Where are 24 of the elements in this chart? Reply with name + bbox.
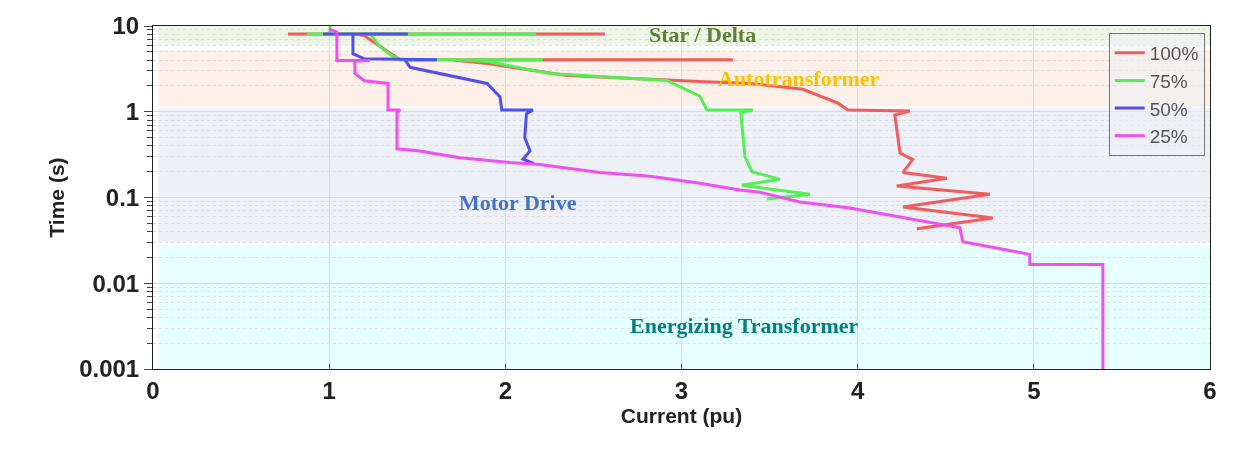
x-axis-title: Current (pu) — [620, 403, 743, 427]
y-axis-title: Time (s) — [45, 157, 69, 238]
x-tick-label: 4 — [850, 376, 865, 404]
line-series — [321, 32, 536, 165]
band-label: Autotransformer — [718, 66, 880, 91]
x-tick-label: 5 — [1027, 376, 1041, 404]
x-tick-label: 3 — [674, 376, 689, 404]
line-series — [327, 27, 1105, 369]
legend-label: 75% — [1149, 70, 1188, 92]
x-tick-label: 2 — [498, 376, 513, 404]
legend-label: 100% — [1149, 43, 1199, 65]
band-label: Motor Drive — [459, 190, 577, 215]
x-tick-label: 0 — [146, 376, 160, 404]
x-tick-label: 1 — [322, 376, 336, 404]
legend-label: 50% — [1149, 98, 1188, 120]
legend-label: 25% — [1149, 126, 1188, 148]
band-label: Energizing Transformer — [630, 313, 859, 338]
y-tick-label: 0.1 — [105, 183, 140, 211]
band-label: Star / Delta — [649, 22, 757, 47]
y-tick-label: 10 — [112, 12, 140, 40]
y-tick-label: 1 — [125, 98, 140, 126]
y-tick-label: 0.001 — [79, 355, 140, 383]
y-tick-label: 0.01 — [92, 269, 140, 297]
x-tick-label: 6 — [1203, 376, 1217, 404]
